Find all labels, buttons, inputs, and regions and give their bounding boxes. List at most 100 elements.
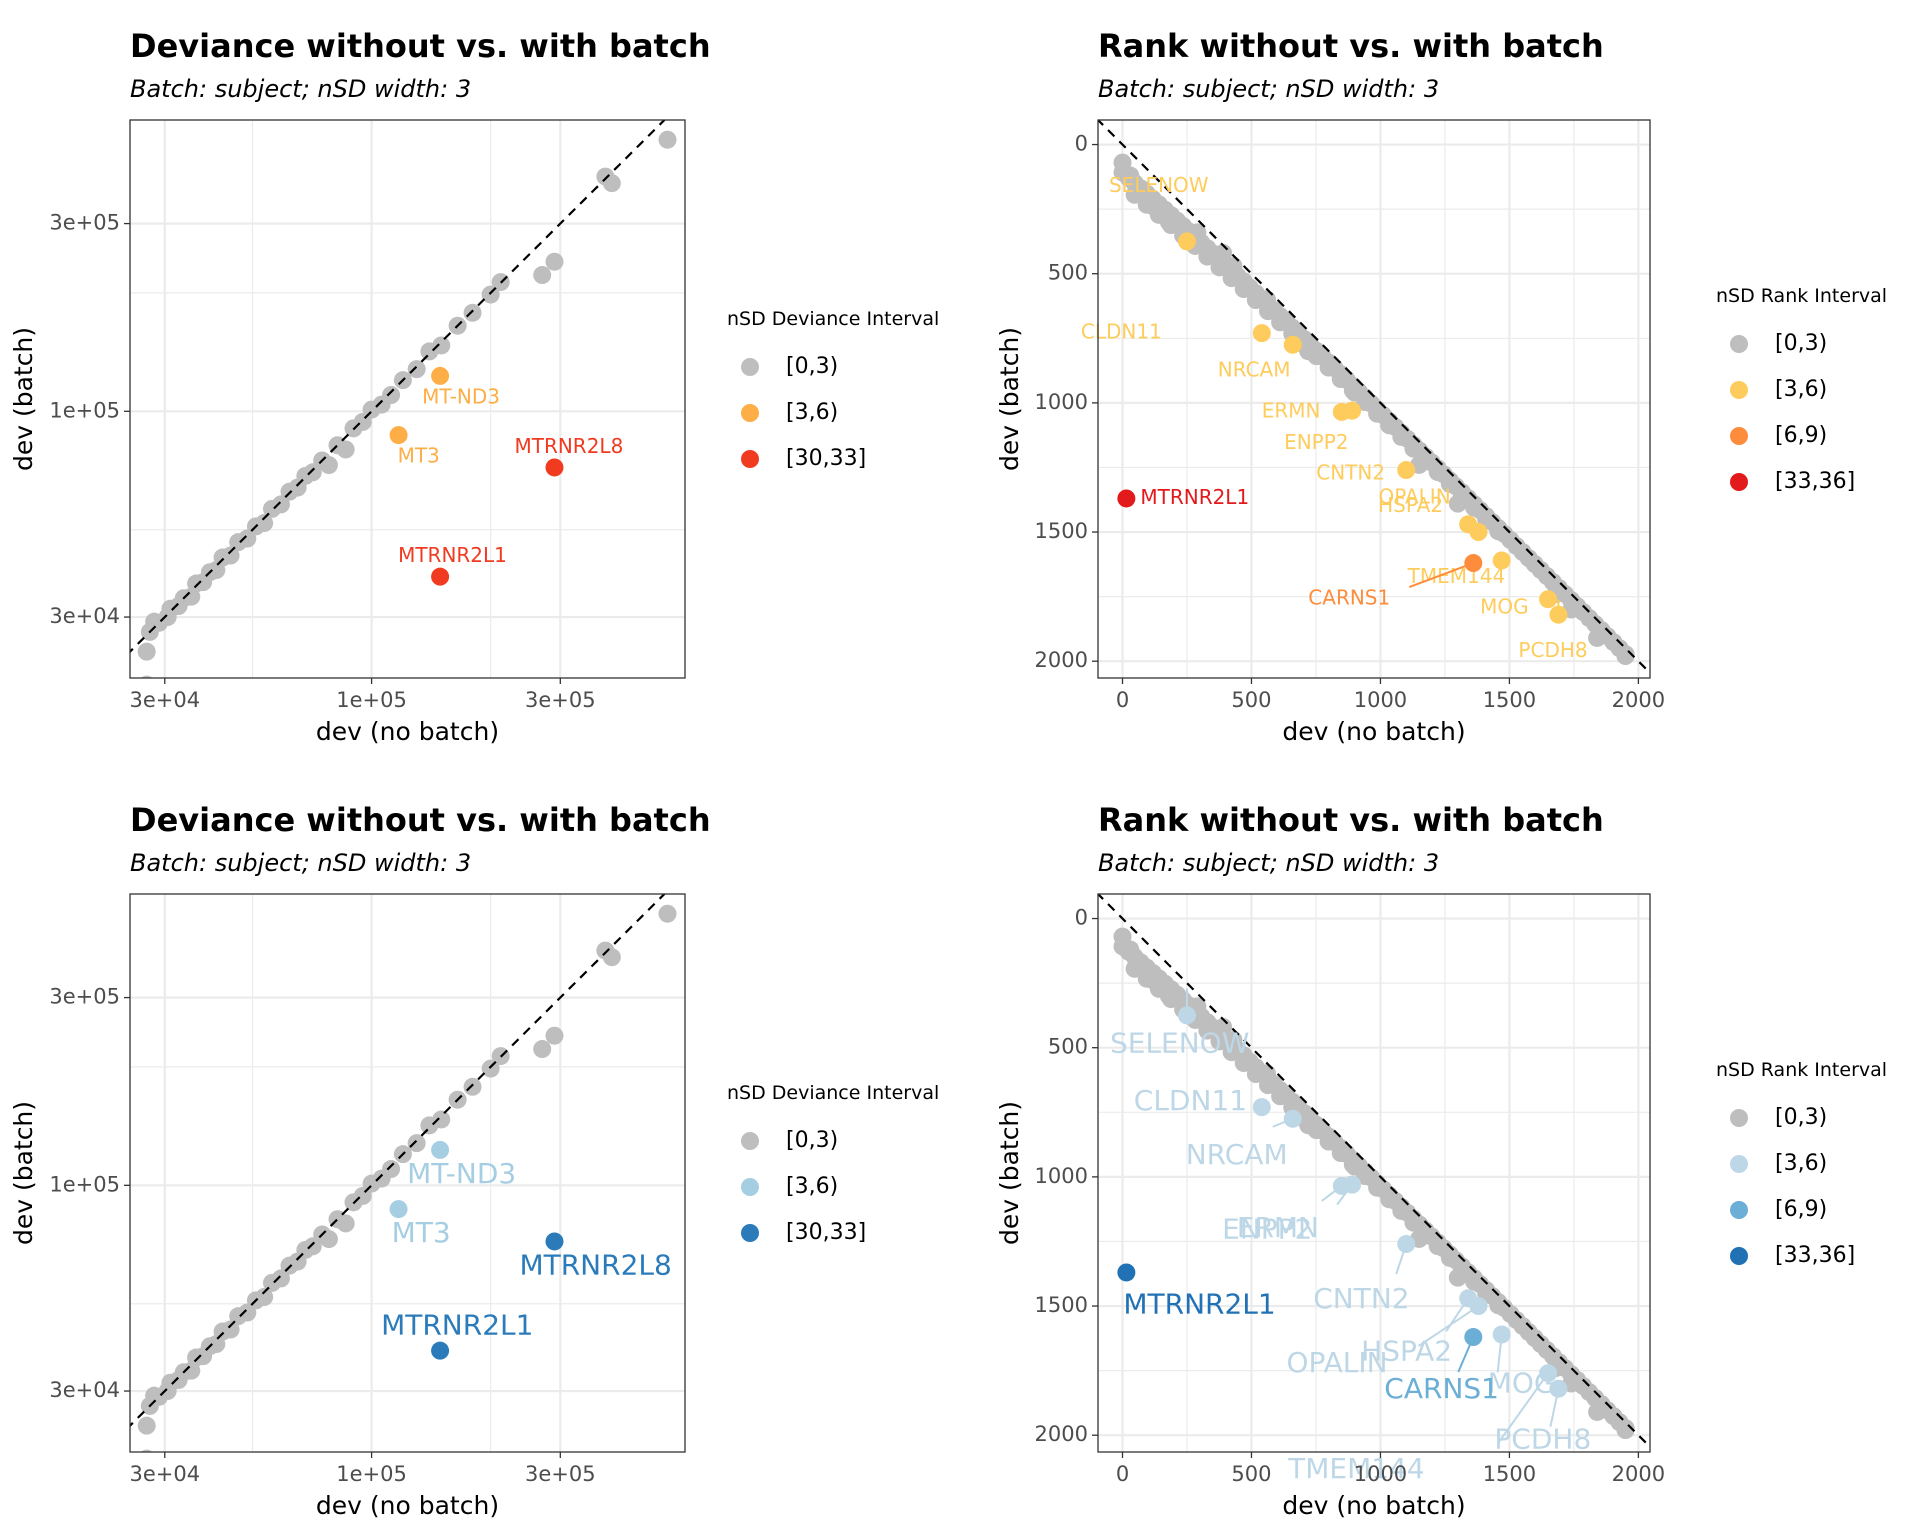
data-point [533,1040,552,1059]
data-point [137,1416,156,1435]
point-label: CARNS1 [1384,1372,1499,1405]
highlight-point [1549,605,1568,624]
y-tick-label: 1500 [1035,519,1088,543]
x-tick-label: 2000 [1612,1462,1665,1486]
data-point [382,386,401,405]
reference-line [1098,894,1650,1449]
point-label: ENPP2 [1222,1213,1312,1246]
x-tick-label: 1500 [1483,688,1536,712]
legend-label: [33,36] [1775,469,1855,494]
point-label: ERMN [1262,398,1321,422]
legend-key [1730,427,1748,445]
point-label: CNTN2 [1316,461,1385,485]
data-point [137,642,156,661]
x-axis-label: dev (no batch) [316,717,499,746]
y-tick-label: 2000 [1035,648,1088,672]
data-point [336,1214,355,1233]
y-axis-label: dev (batch) [995,1101,1024,1245]
data-point [382,1160,401,1179]
point-label: CNTN2 [1313,1282,1409,1315]
y-axis-label: dev (batch) [9,1101,38,1245]
y-axis-label: dev (batch) [995,327,1024,471]
chart-title: Rank without vs. with batch [1098,27,1604,65]
point-label: HSPA2 [1361,1334,1452,1367]
data-point [1234,272,1253,291]
y-tick-label: 3e+05 [49,985,120,1009]
y-tick-label: 500 [1048,261,1088,285]
point-label: MTRNR2L1 [1140,485,1249,509]
data-point [255,514,274,533]
highlight-point [1283,335,1302,354]
x-tick-label: 1e+05 [336,688,407,712]
highlight-point [1539,590,1558,609]
panel-3: MT-ND3 MT3 MTRNR2L8 MTRNR2L1 3e+04 1e+05 3e+05… [9,801,939,1520]
point-label: CARNS1 [1308,586,1390,610]
data-point [1299,1116,1318,1135]
data-point [1113,927,1132,946]
data-point [1144,971,1163,990]
legend-title: nSD Rank Interval [1716,285,1887,307]
chart-title: Deviance without vs. with batch [130,27,711,65]
panel-border [1097,119,1651,679]
data-point [1588,1402,1607,1421]
highlight-point [1469,523,1488,542]
point-label: PCDH8 [1494,1423,1591,1456]
labeled-points: MT-ND3 MT3 MTRNR2L8 MTRNR2L1 [389,366,623,586]
point-label: OPALIN [1378,485,1450,509]
chart-subtitle: Batch: subject; nSD width: 3 [130,75,471,103]
point-label: NRCAM [1186,1138,1288,1171]
data-point [432,1110,451,1129]
highlight-point [1469,1297,1488,1316]
data-point [463,1077,482,1096]
point-label: SELENOW [1109,173,1209,197]
point-label: MTRNR2L1 [1123,1287,1275,1320]
point-label: MT3 [398,444,440,468]
legend-title: nSD Rank Interval [1716,1059,1887,1081]
point-label: ERMN [1237,1211,1319,1244]
legend-label: [3,6) [1775,1151,1827,1176]
panel-border [1097,893,1651,1453]
y-tick-label: 2000 [1035,1422,1088,1446]
y-tick-label: 3e+04 [49,604,120,628]
legend-key [741,404,759,422]
data-point [1159,987,1178,1006]
legend-label: [3,6) [786,1174,838,1199]
leader-line [1497,1372,1549,1444]
data-point [271,495,290,514]
legend-title: nSD Deviance Interval [727,308,939,330]
x-tick-label: 1000 [1354,1462,1407,1486]
data-point [432,336,451,355]
data-point [602,948,621,967]
legend-label: [30,33] [786,446,866,471]
highlight-point [1343,1175,1362,1194]
data-point [1448,494,1467,513]
panel-border [129,119,686,679]
data-point [1121,166,1140,185]
data-point [1224,256,1243,275]
data-point [1257,290,1276,309]
grey-points [1113,153,1635,666]
data-point [319,1230,338,1249]
data-point [463,303,482,322]
leader-line [1417,1305,1480,1347]
highlight-point [1549,1379,1568,1398]
point-label: MTRNR2L1 [398,543,507,567]
y-tick-label: 500 [1048,1035,1088,1059]
data-point [1128,182,1147,201]
gridlines [130,120,685,678]
point-label: TMEM144 [1287,1452,1425,1485]
point-label: SELENOW [1110,1026,1249,1059]
data-point [658,130,677,149]
point-label: TMEM144 [1407,564,1506,588]
x-tick-label: 500 [1231,688,1271,712]
leader-line [1408,562,1474,588]
data-point [658,904,677,923]
legend-key [1730,1155,1748,1173]
y-tick-label: 0 [1075,132,1088,156]
data-point [255,1288,274,1307]
highlight-point [1492,1325,1511,1344]
y-tick-label: 1500 [1035,1293,1088,1317]
x-tick-label: 500 [1231,1462,1271,1486]
